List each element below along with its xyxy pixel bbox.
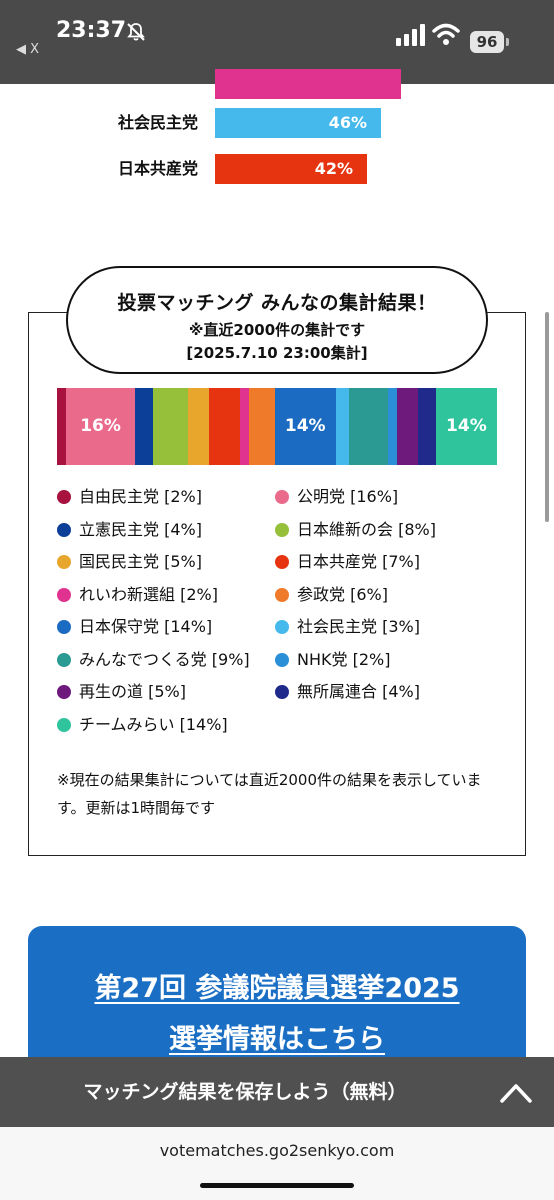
bar-segment	[187, 388, 210, 465]
bar-segment	[57, 388, 66, 465]
legend-label: 国民民主党 [5%]	[79, 552, 202, 571]
bar-segment	[388, 388, 397, 465]
bar-segment	[396, 388, 419, 465]
legend-swatch	[57, 587, 71, 602]
result-percent: 42%	[314, 159, 353, 178]
legend-label: 日本保守党 [14%]	[79, 617, 213, 636]
legend-swatch	[275, 685, 289, 699]
bar-segment: 14%	[435, 388, 497, 465]
legend-swatch	[275, 620, 289, 634]
legend-swatch	[275, 522, 289, 537]
battery-icon: 96	[470, 31, 509, 53]
legend-label: 参政党 [6%]	[297, 584, 388, 604]
party-result-row	[0, 66, 554, 102]
bar-segment-label: 16%	[80, 416, 121, 436]
legend-swatch	[57, 685, 71, 699]
chevron-up-icon[interactable]	[498, 1077, 534, 1107]
bar-segment-label: 14%	[446, 416, 487, 436]
card-subtitle: ※直近2000件の集計です	[188, 321, 366, 339]
legend-swatch	[275, 490, 289, 504]
bar-segment	[335, 388, 349, 465]
bar-segment	[239, 388, 249, 465]
legend-swatch	[275, 555, 289, 569]
browser-address-bar[interactable]: votematches.go2senkyo.com	[0, 1127, 554, 1200]
legend-swatch	[275, 652, 289, 667]
card-timestamp: [2025.7.10 23:00集計]	[186, 344, 368, 362]
election-title-link[interactable]: 第27回 参議院議員選挙2025	[94, 973, 460, 1004]
bar-segment	[209, 388, 240, 465]
legend-label: 再生の道 [5%]	[79, 682, 186, 701]
legend-label: チームみらい [14%]	[79, 714, 228, 734]
bar-segment-label: 14%	[284, 416, 326, 436]
result-bar: 42%	[215, 154, 367, 184]
party-name: 日本共産党	[117, 159, 198, 178]
result-percent: 46%	[328, 113, 367, 132]
legend-swatch	[57, 620, 71, 634]
save-results-label[interactable]: マッチング結果を保存しよう（無料）	[83, 1081, 407, 1103]
party-result-row: 社会民主党 46%	[0, 105, 554, 141]
bar-segment	[348, 388, 388, 465]
election-info-link[interactable]: 選挙情報はこちら	[169, 1024, 385, 1055]
url-text[interactable]: votematches.go2senkyo.com	[159, 1141, 395, 1160]
legend-swatch	[275, 587, 289, 602]
party-result-row: 日本共産党 42%	[0, 151, 554, 187]
legend-swatch	[57, 522, 71, 537]
legend-label: みんなでつくる党 [9%]	[79, 649, 250, 669]
legend-swatch	[57, 490, 71, 504]
legend-label: 立憲民主党 [4%]	[79, 519, 202, 539]
bar-segment	[152, 388, 188, 465]
legend-swatch	[57, 717, 71, 732]
aggregation-note: ※現在の結果集計については直近2000件の結果を表示しています。更新は1時間毎で…	[57, 771, 482, 817]
save-results-bar[interactable]: マッチング結果を保存しよう（無料）	[0, 1057, 554, 1127]
legend-label: 自由民主党 [2%]	[79, 487, 202, 506]
result-bar	[215, 69, 401, 99]
bar-segment	[418, 388, 436, 465]
legend-label: れいわ新選組 [2%]	[79, 584, 218, 604]
legend-label: 社会民主党 [3%]	[297, 617, 420, 636]
back-to-app-link[interactable]: ◀ X	[16, 42, 40, 57]
legend-swatch	[57, 652, 71, 667]
legend-label: 公明党 [16%]	[297, 487, 399, 506]
result-bar: 46%	[215, 108, 381, 138]
bar-segment: 16%	[65, 388, 136, 465]
bar-segment: 14%	[274, 388, 336, 465]
legend-label: NHK党 [2%]	[297, 649, 391, 669]
home-indicator[interactable]	[200, 1183, 354, 1188]
legend-label: 日本共産党 [7%]	[297, 552, 420, 571]
legend-label: 無所属連合 [4%]	[297, 682, 420, 701]
signal-icon	[396, 24, 425, 46]
legend-label: 日本維新の会 [8%]	[297, 519, 436, 539]
bar-segment	[248, 388, 275, 465]
card-title-bubble: 投票マッチング みんなの集計結果！ ※直近2000件の集計です [2025.7.…	[66, 266, 488, 374]
stacked-bar-chart: 16% 14% 14%	[57, 388, 497, 465]
legend-swatch	[57, 555, 71, 569]
clock: 23:37	[56, 18, 127, 43]
bell-slash-icon	[127, 23, 145, 41]
card-title: 投票マッチング みんなの集計結果！	[117, 292, 437, 314]
scrollbar[interactable]	[545, 312, 549, 522]
wifi-icon	[432, 23, 460, 45]
bar-segment	[135, 388, 153, 465]
party-name: 社会民主党	[117, 113, 198, 132]
